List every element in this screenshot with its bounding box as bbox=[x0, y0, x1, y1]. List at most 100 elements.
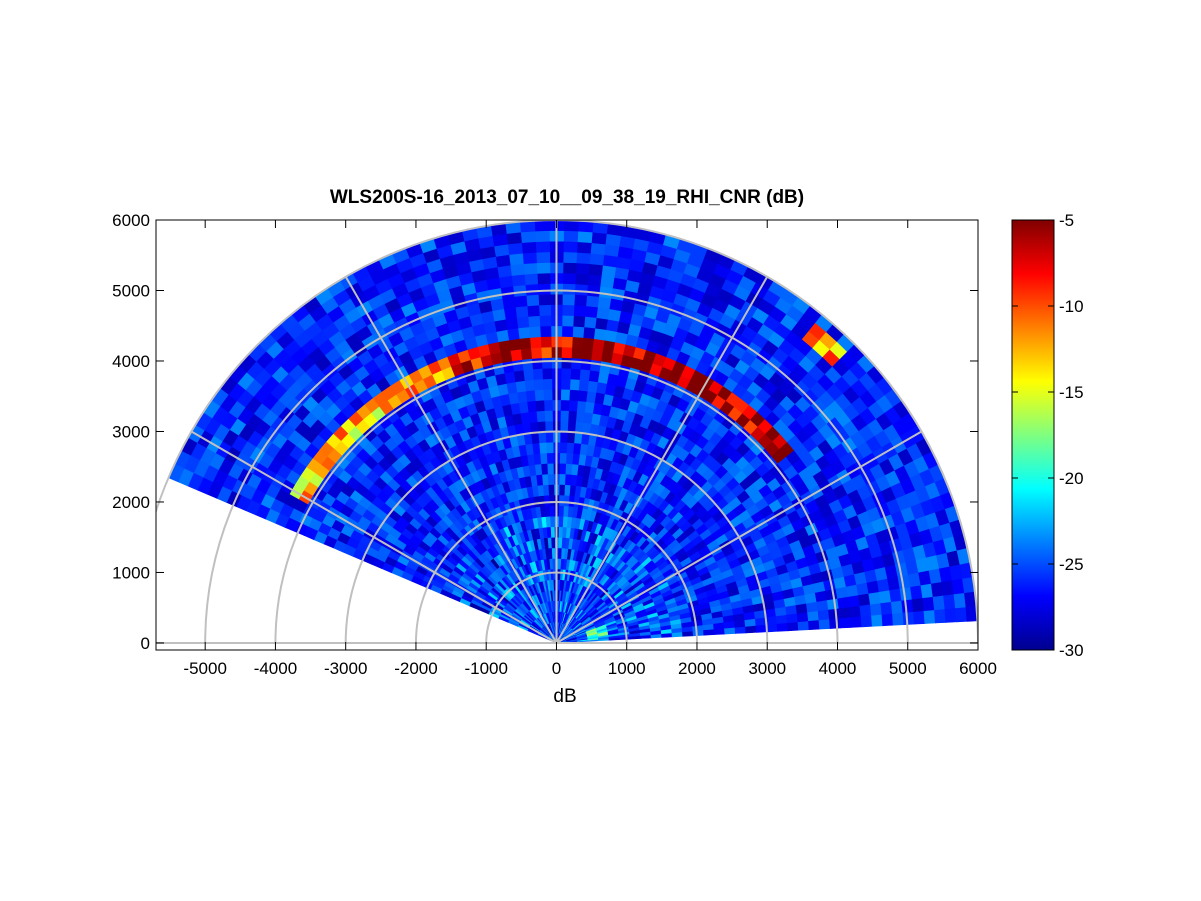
scan-cell bbox=[516, 316, 530, 329]
scan-cell bbox=[869, 602, 883, 616]
x-tick-label: 0 bbox=[552, 659, 561, 678]
scan-cell bbox=[543, 410, 553, 422]
scan-cell bbox=[525, 389, 536, 402]
y-axis: 0 1000 2000 3000 4000 5000 6000 bbox=[112, 211, 978, 653]
scan-cell bbox=[598, 360, 612, 374]
scan-cell bbox=[577, 389, 588, 402]
scan-cell bbox=[560, 357, 572, 369]
scan-cell bbox=[859, 603, 872, 617]
colorbar-gradient bbox=[1011, 219, 1055, 651]
scan-cell bbox=[808, 619, 820, 631]
scan-cell bbox=[574, 283, 589, 296]
scan-cell bbox=[590, 242, 606, 255]
scan-cell bbox=[546, 452, 554, 464]
y-tick-label: 3000 bbox=[112, 422, 150, 441]
scan-cell bbox=[580, 347, 593, 360]
scan-cell bbox=[797, 620, 810, 631]
scan-cell bbox=[943, 593, 956, 610]
scan-cell bbox=[578, 379, 589, 392]
scan-cell bbox=[571, 452, 580, 465]
scan-cell bbox=[565, 452, 574, 465]
scan-cell bbox=[568, 399, 578, 412]
scan-cell bbox=[557, 547, 562, 559]
scan-cell bbox=[506, 327, 520, 341]
scan-cell bbox=[955, 606, 968, 623]
colorbar-tick-label: -10 bbox=[1059, 297, 1084, 316]
scan-cell bbox=[529, 336, 542, 349]
scan-cell bbox=[548, 505, 555, 517]
scan-cell bbox=[543, 399, 553, 411]
scan-cell bbox=[503, 306, 517, 320]
scan-cell bbox=[807, 610, 820, 622]
scan-cell bbox=[923, 609, 936, 624]
scan-cell bbox=[597, 371, 610, 384]
scan-cell bbox=[585, 390, 597, 404]
scan-cell bbox=[573, 431, 583, 444]
scan-cell bbox=[520, 347, 533, 360]
scan-cell bbox=[563, 484, 571, 496]
scan-cell bbox=[562, 272, 577, 285]
scan-cell bbox=[586, 284, 601, 297]
scan-cell bbox=[586, 380, 599, 393]
axes-frame bbox=[155, 219, 979, 651]
scan-cell bbox=[566, 441, 575, 454]
scan-cell bbox=[588, 263, 604, 276]
scan-cell bbox=[567, 410, 578, 423]
scan-cell bbox=[589, 252, 605, 266]
scan-cell bbox=[944, 607, 957, 623]
scan-cell bbox=[530, 346, 542, 359]
scan-cell bbox=[546, 462, 554, 475]
scan-cell bbox=[539, 325, 552, 338]
scan-cell bbox=[534, 389, 545, 402]
scan-cell bbox=[557, 526, 563, 538]
x-tick-label: 6000 bbox=[959, 659, 997, 678]
scan-cell bbox=[534, 399, 545, 412]
scan-cell bbox=[557, 568, 561, 580]
scan-cell bbox=[579, 368, 591, 381]
scan-cell bbox=[532, 368, 544, 380]
scan-cell bbox=[561, 325, 574, 338]
scan-cell bbox=[540, 336, 552, 348]
scan-cell bbox=[527, 315, 541, 328]
scan-cell bbox=[536, 272, 551, 285]
scan-cell bbox=[838, 606, 851, 619]
x-tick-label: -5000 bbox=[183, 659, 226, 678]
scan-cell bbox=[526, 400, 537, 413]
scan-cell bbox=[508, 252, 524, 266]
scan-cell bbox=[560, 388, 571, 401]
scan-cell bbox=[829, 617, 841, 629]
scan-cell bbox=[911, 597, 925, 612]
colorbar-tick-label: -30 bbox=[1059, 641, 1084, 660]
colorbar: -5 -10 -15 -20 -25 -30 bbox=[1011, 211, 1084, 660]
scan-cell bbox=[589, 359, 602, 372]
scan-cell bbox=[547, 484, 555, 496]
scan-cell bbox=[559, 452, 567, 464]
scan-cell bbox=[934, 608, 947, 624]
scan-cell bbox=[557, 536, 563, 549]
scan-sector bbox=[168, 220, 978, 644]
scan-cell bbox=[563, 220, 579, 232]
scan-cell bbox=[922, 596, 935, 612]
scan-cell bbox=[587, 273, 602, 287]
scan-cell bbox=[570, 463, 579, 476]
scan-cell bbox=[584, 401, 595, 414]
x-axis: -5000 -4000 -3000 -2000 -1000 0 1000 2000 3000 40… bbox=[183, 220, 997, 678]
scan-cell bbox=[571, 346, 583, 359]
scan-cell bbox=[562, 240, 578, 253]
scan-cell bbox=[562, 505, 569, 517]
scan-cell bbox=[571, 336, 584, 349]
scan-cell bbox=[558, 484, 566, 496]
scan-cell bbox=[878, 589, 892, 604]
scan-cell bbox=[535, 410, 546, 423]
scan-cell bbox=[592, 338, 605, 351]
scan-cell bbox=[563, 494, 570, 507]
scan-cell bbox=[525, 294, 540, 307]
x-tick-label: -1000 bbox=[464, 659, 507, 678]
scan-cell bbox=[538, 304, 552, 316]
scan-cell bbox=[557, 558, 562, 570]
scan-cell bbox=[575, 262, 590, 275]
scan-cell bbox=[573, 294, 588, 307]
scan-cell bbox=[871, 614, 884, 627]
scan-cell bbox=[560, 378, 571, 390]
scan-cell bbox=[857, 592, 871, 606]
